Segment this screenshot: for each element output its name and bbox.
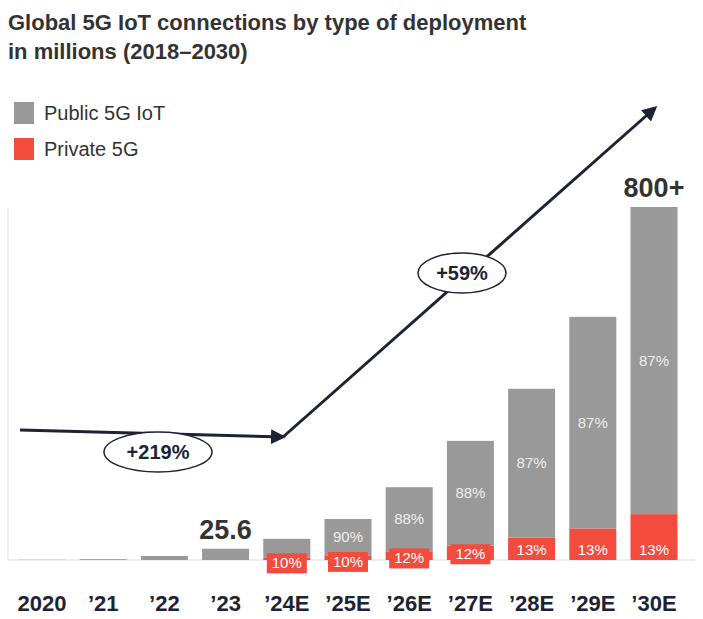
y-axis-line [8, 207, 9, 560]
bar-segment [80, 559, 127, 560]
page: {"chart_data": { "type": "bar", "stacked… [0, 0, 703, 619]
x-tick-label: 2020 [18, 591, 67, 616]
total-label: 800+ [624, 173, 685, 203]
share-label: 88% [394, 510, 424, 527]
bar-segment [202, 549, 249, 560]
total-label: 25.6 [199, 515, 252, 545]
bar-segment [631, 207, 678, 514]
bar-segment [325, 519, 372, 556]
x-tick-label: ’24E [264, 591, 309, 616]
annotation-bubble [418, 253, 506, 293]
annotation-bubble [104, 432, 212, 472]
subtitle: in millions (2018–2030) [8, 39, 248, 64]
x-tick-label: ’30E [631, 591, 676, 616]
share-label: 90% [333, 528, 363, 545]
bar-segment [508, 538, 555, 560]
share-label: 12% [394, 549, 424, 566]
bar-segment [569, 528, 616, 560]
bar-segment [508, 389, 555, 538]
share-label: 13% [639, 541, 669, 558]
title: Global 5G IoT connections by type of dep… [8, 10, 527, 35]
share-label-bg [450, 544, 490, 564]
share-label: 88% [455, 484, 485, 501]
bars [19, 207, 678, 560]
bar-segment [631, 514, 678, 560]
chart: Global 5G IoT connections by type of dep… [0, 0, 703, 619]
x-tick-label: ’25E [325, 591, 370, 616]
share-label-bg [389, 548, 429, 568]
legend-label: Private 5G [44, 138, 138, 160]
share-label-bg [634, 540, 674, 560]
share-label: 12% [455, 545, 485, 562]
x-tick-label: ’27E [448, 591, 493, 616]
growth-arrows [20, 108, 655, 437]
share-label: 10% [272, 554, 302, 571]
bar-segment [19, 559, 66, 560]
x-tick-label: ’26E [387, 591, 432, 616]
labels: 2020 ’21 ’22 25.6 ’23 10% ’24E 10% 90% ’25E 12% 88%… [18, 173, 685, 616]
share-label-bg [267, 553, 307, 573]
bar-segment [141, 556, 188, 560]
share-label: 87% [517, 454, 547, 471]
share-label-bg [512, 540, 552, 560]
share-label-bg [573, 540, 613, 560]
share-label: 13% [578, 541, 608, 558]
x-tick-label: ’21 [88, 591, 119, 616]
share-label: 13% [517, 541, 547, 558]
bar-segment [447, 441, 494, 546]
share-label: 10% [333, 553, 363, 570]
x-tick-label: ’29E [570, 591, 615, 616]
bar-segment [569, 317, 616, 529]
legend-label: Public 5G IoT [44, 102, 165, 124]
x-tick-label: ’28E [509, 591, 554, 616]
x-tick-label: ’23 [210, 591, 241, 616]
x-tick-label: ’22 [149, 591, 180, 616]
share-label: 87% [639, 352, 669, 369]
annotation: +59% [436, 262, 488, 284]
legend-swatch [14, 102, 34, 124]
legend-swatch [14, 138, 34, 160]
bar-segment [386, 487, 433, 551]
annotation: +219% [127, 441, 190, 463]
share-label-bg [328, 552, 368, 572]
share-label: 87% [578, 414, 608, 431]
